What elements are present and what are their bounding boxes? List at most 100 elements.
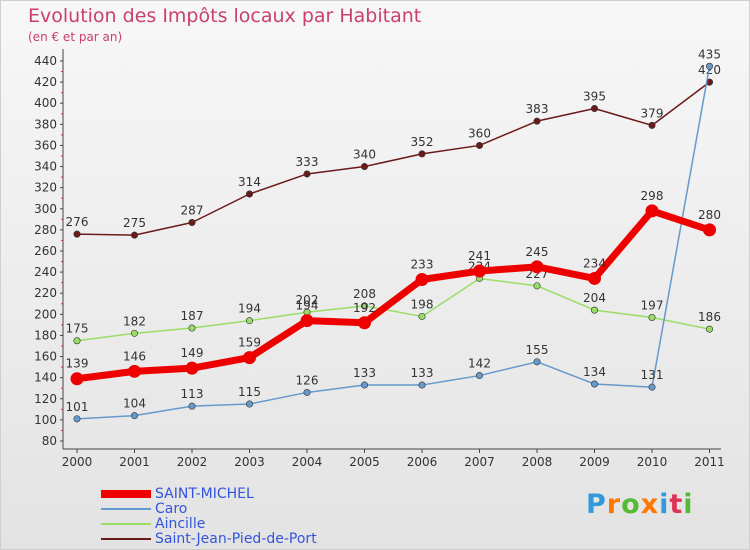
y-tick-label: 260 xyxy=(34,244,57,258)
logo-letter: i xyxy=(659,489,670,520)
x-tick-label: 2000 xyxy=(62,455,93,469)
logo-letter: t xyxy=(669,489,684,520)
legend-item: Aincille xyxy=(101,515,317,532)
logo-letter: o xyxy=(621,489,641,520)
y-tick-label: 440 xyxy=(34,54,57,68)
x-tick-label: 2008 xyxy=(522,455,553,469)
legend-swatch xyxy=(101,537,151,540)
data-label-aincille: 208 xyxy=(353,287,376,301)
logo-letter: r xyxy=(606,489,622,520)
x-tick-label: 2007 xyxy=(464,455,495,469)
series-line-caro xyxy=(76,65,711,420)
data-label-saint-michel: 192 xyxy=(353,301,376,315)
data-label-aincille: 202 xyxy=(296,293,319,307)
y-tick-label: 280 xyxy=(34,223,57,237)
data-point-aincille xyxy=(648,313,656,321)
x-tick-label: 2003 xyxy=(234,455,265,469)
data-label-saint-jean-pied-de-port: 383 xyxy=(526,102,549,116)
data-point-saint-jean-pied-de-port xyxy=(73,230,81,238)
y-tick-label: 380 xyxy=(34,117,57,131)
data-point-saint-michel xyxy=(588,271,601,285)
data-label-saint-jean-pied-de-port: 276 xyxy=(66,215,89,229)
data-point-saint-michel xyxy=(300,314,314,328)
data-point-aincille xyxy=(131,329,139,337)
data-label-saint-michel: 139 xyxy=(66,357,89,371)
data-point-saint-jean-pied-de-port xyxy=(188,219,196,227)
y-tick-label: 320 xyxy=(34,181,57,195)
data-label-caro: 101 xyxy=(66,400,89,414)
logo-letter: i xyxy=(683,489,694,520)
legend-item: Caro xyxy=(101,500,317,517)
data-label-saint-michel: 194 xyxy=(296,299,319,313)
y-tick-label: 340 xyxy=(34,160,57,174)
data-label-saint-jean-pied-de-port: 333 xyxy=(296,155,319,169)
data-point-saint-michel xyxy=(645,204,659,218)
data-label-saint-michel: 298 xyxy=(641,189,664,203)
data-label-saint-michel: 280 xyxy=(698,208,721,222)
data-label-saint-jean-pied-de-port: 340 xyxy=(353,148,376,162)
data-label-caro: 133 xyxy=(353,366,376,380)
proxiti-logo: Proxiti xyxy=(586,489,694,520)
legend-label: Caro xyxy=(155,500,188,517)
data-label-aincille: 175 xyxy=(66,322,89,336)
x-tick-label: 2009 xyxy=(579,455,610,469)
x-tick-label: 2004 xyxy=(292,455,323,469)
data-label-saint-jean-pied-de-port: 360 xyxy=(468,126,491,140)
legend-swatch xyxy=(101,522,151,525)
legend-label: Saint-Jean-Pied-de-Port xyxy=(155,530,317,547)
x-tick-label: 2011 xyxy=(694,455,725,469)
data-point-saint-michel xyxy=(358,316,371,330)
data-point-caro xyxy=(188,402,196,410)
chart-subtitle: (en € et par an) xyxy=(28,30,123,44)
data-point-saint-jean-pied-de-port xyxy=(418,150,426,158)
data-point-aincille xyxy=(418,312,426,320)
data-label-aincille: 198 xyxy=(411,297,434,311)
x-tick-label: 2001 xyxy=(119,455,150,469)
data-point-aincille xyxy=(705,325,713,333)
data-point-caro xyxy=(590,380,598,388)
x-tick-label: 2006 xyxy=(407,455,438,469)
data-point-saint-michel xyxy=(530,260,544,274)
data-point-saint-michel xyxy=(70,372,84,386)
series-line-saint-michel xyxy=(73,207,713,383)
chart-legend: SAINT-MICHEL Caro Aincille Saint-Jean-Pied-… xyxy=(101,485,317,547)
data-point-saint-jean-pied-de-port xyxy=(303,170,311,178)
legend-swatch xyxy=(101,489,151,498)
data-point-aincille xyxy=(188,324,196,332)
y-tick-label: 240 xyxy=(34,265,57,279)
data-point-aincille xyxy=(246,317,254,325)
y-tick-label: 80 xyxy=(42,434,57,448)
data-label-saint-michel: 233 xyxy=(411,258,434,272)
data-label-aincille: 204 xyxy=(583,291,606,305)
data-point-saint-michel xyxy=(128,364,141,378)
data-point-saint-jean-pied-de-port xyxy=(475,141,483,149)
legend-item: SAINT-MICHEL xyxy=(101,485,317,502)
series-line-aincille xyxy=(76,277,711,342)
x-tick-label: 2010 xyxy=(637,455,668,469)
data-label-saint-jean-pied-de-port: 379 xyxy=(641,106,664,120)
data-point-caro xyxy=(246,400,254,408)
y-tick-label: 140 xyxy=(34,371,57,385)
data-point-saint-michel xyxy=(185,361,199,375)
legend-label: SAINT-MICHEL xyxy=(155,485,254,502)
data-point-caro xyxy=(360,381,368,389)
data-label-caro: 113 xyxy=(181,387,204,401)
data-point-aincille xyxy=(360,302,368,310)
series-line-saint-jean-pied-de-port xyxy=(76,81,711,236)
legend-item: Saint-Jean-Pied-de-Port xyxy=(101,530,317,547)
y-tick-label: 360 xyxy=(34,138,57,152)
data-point-saint-jean-pied-de-port xyxy=(360,163,368,171)
data-point-saint-jean-pied-de-port xyxy=(533,117,541,125)
y-tick-label: 160 xyxy=(34,350,57,364)
data-label-saint-jean-pied-de-port: 314 xyxy=(238,175,261,189)
data-label-aincille: 182 xyxy=(123,314,146,328)
y-tick-label: 400 xyxy=(34,96,57,110)
data-point-saint-michel xyxy=(703,223,716,237)
legend-label: Aincille xyxy=(155,515,206,532)
x-tick-label: 2005 xyxy=(349,455,380,469)
y-tick-label: 180 xyxy=(34,328,57,342)
data-point-caro xyxy=(475,372,483,380)
y-tick-label: 300 xyxy=(34,202,57,216)
